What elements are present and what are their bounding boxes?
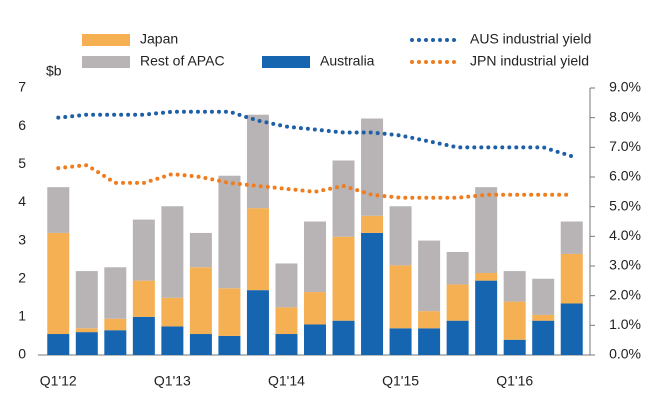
y2-tick-label: 1.0% xyxy=(609,316,641,332)
x-tick-label: Q1'14 xyxy=(268,373,305,389)
bar-segment xyxy=(475,272,498,281)
bar-segment xyxy=(75,328,98,333)
yield-line xyxy=(56,109,574,159)
y-tick-label: 3 xyxy=(18,231,26,247)
bar-segment xyxy=(246,290,269,355)
y2-tick-label: 5.0% xyxy=(609,197,641,213)
bar-segment xyxy=(560,253,583,304)
bar-segment xyxy=(132,316,155,355)
bar-segment xyxy=(161,206,184,298)
bar-segment xyxy=(503,339,526,355)
bar-segment xyxy=(304,292,326,325)
bar-segment xyxy=(304,324,326,355)
legend-label: Japan xyxy=(140,31,178,47)
legend-swatch xyxy=(82,56,130,68)
bar-segment xyxy=(246,208,269,291)
x-tick-label: Q1'15 xyxy=(382,373,419,389)
bar-segment xyxy=(389,206,412,266)
y-axis-label: $b xyxy=(46,63,62,79)
bar-segment xyxy=(275,263,298,308)
bar-segment xyxy=(218,335,241,355)
bar-segment xyxy=(47,232,70,335)
bar-segment xyxy=(532,320,555,355)
bar-segment xyxy=(304,221,326,293)
y2-tick-label: 2.0% xyxy=(609,286,641,302)
bar-segment xyxy=(503,301,526,340)
bar-segment xyxy=(47,334,70,355)
bar-segment xyxy=(218,288,241,336)
y2-tick-label: 7.0% xyxy=(609,138,641,154)
bar-segment xyxy=(532,278,555,315)
bar-segment xyxy=(132,280,155,317)
bar-segment xyxy=(218,175,241,289)
y-tick-label: 2 xyxy=(18,269,26,285)
bar-segment xyxy=(361,232,384,355)
bar-segment xyxy=(161,297,184,327)
bar-segment xyxy=(189,334,212,355)
y2-tick-label: 0.0% xyxy=(609,346,641,362)
y2-tick-label: 4.0% xyxy=(609,227,641,243)
legend-label: Rest of APAC xyxy=(140,53,225,69)
y-tick-label: 4 xyxy=(18,193,26,209)
y2-tick-label: 8.0% xyxy=(609,108,641,124)
bar-segment xyxy=(418,240,441,312)
bar-segment xyxy=(475,280,498,355)
bar-segment xyxy=(475,187,498,273)
bar-segment xyxy=(446,284,469,321)
x-tick-label: Q1'16 xyxy=(496,373,533,389)
bar-segment xyxy=(275,334,298,355)
legend-label: Australia xyxy=(320,53,375,69)
bar-segment xyxy=(361,118,384,216)
x-tick-label: Q1'12 xyxy=(40,373,77,389)
bar-segment xyxy=(47,187,70,233)
bar-segment xyxy=(503,271,526,302)
bar-segment xyxy=(560,303,583,355)
legend-swatch xyxy=(262,56,310,68)
bar-segment xyxy=(532,314,555,321)
bar-segment xyxy=(446,252,469,285)
bar-segment xyxy=(332,236,355,321)
bar-segment xyxy=(161,326,184,355)
bar-segment xyxy=(75,332,98,355)
y2-tick-label: 9.0% xyxy=(609,79,641,95)
bar-segment xyxy=(75,271,98,329)
bar-segment xyxy=(389,328,412,355)
bar-segment xyxy=(418,328,441,355)
bar-segment xyxy=(418,311,441,329)
bar-segment xyxy=(189,232,212,268)
y-tick-label: 5 xyxy=(18,155,26,171)
bar-segment xyxy=(446,320,469,355)
bar-segment xyxy=(104,318,127,331)
bar-segment xyxy=(560,221,583,254)
yield-line xyxy=(56,163,574,200)
y-tick-label: 7 xyxy=(18,79,26,95)
y2-tick-label: 6.0% xyxy=(609,168,641,184)
legend-label: AUS industrial yield xyxy=(470,31,591,47)
bar-segment xyxy=(332,320,355,355)
y-tick-label: 6 xyxy=(18,117,26,133)
bar-segment xyxy=(275,307,298,335)
y2-tick-label: 3.0% xyxy=(609,257,641,273)
bar-segment xyxy=(361,215,384,233)
bar-segment xyxy=(132,219,155,281)
y-tick-label: 0 xyxy=(18,346,26,362)
legend-swatch xyxy=(82,34,130,46)
bar-segment xyxy=(104,267,127,319)
bar-segment xyxy=(246,114,269,209)
y-tick-label: 1 xyxy=(18,308,26,324)
bar-segment xyxy=(189,267,212,335)
bar-segment xyxy=(332,160,355,237)
bar-segment xyxy=(389,265,412,329)
bar-segment xyxy=(104,330,127,355)
x-tick-label: Q1'13 xyxy=(154,373,191,389)
legend-label: JPN industrial yield xyxy=(470,53,589,69)
